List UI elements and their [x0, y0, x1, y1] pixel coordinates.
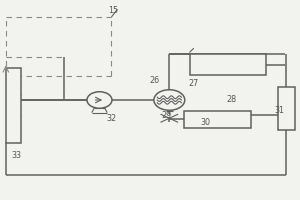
Text: 27: 27	[188, 79, 198, 88]
Text: 33: 33	[11, 151, 21, 160]
Bar	[190, 54, 266, 75]
Text: 26: 26	[149, 76, 160, 85]
Text: 28: 28	[227, 95, 237, 104]
Circle shape	[154, 90, 185, 110]
Bar	[278, 87, 295, 130]
Bar	[184, 111, 251, 128]
Circle shape	[87, 92, 112, 108]
Bar	[6, 68, 21, 143]
Text: 32: 32	[106, 114, 116, 123]
Text: 29: 29	[161, 111, 172, 120]
Text: 15: 15	[108, 6, 118, 15]
Text: 30: 30	[200, 118, 210, 127]
Text: 31: 31	[274, 106, 284, 115]
